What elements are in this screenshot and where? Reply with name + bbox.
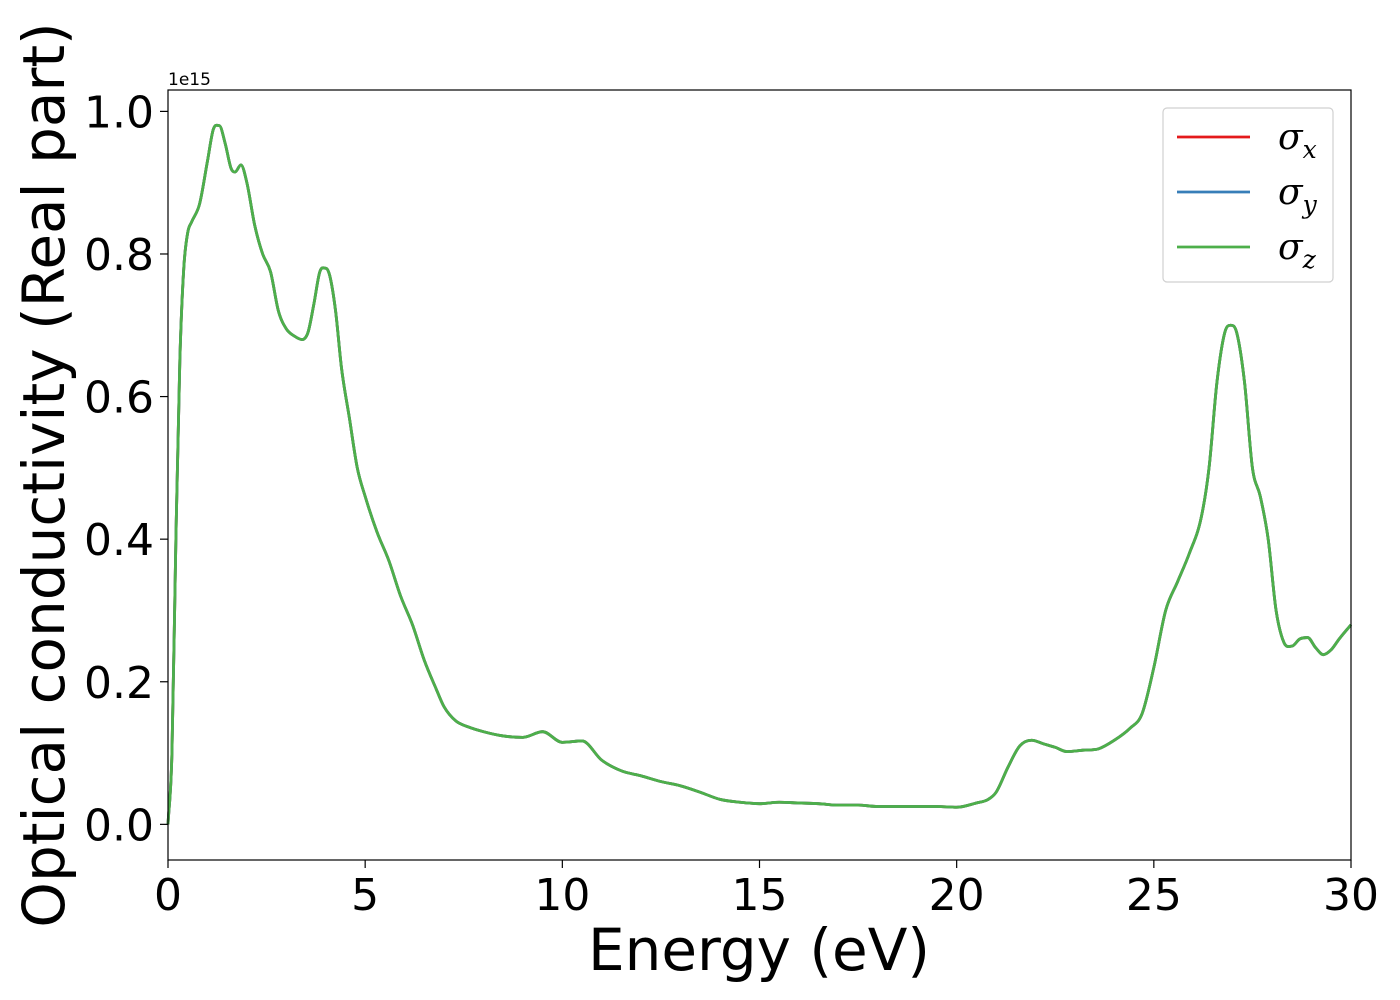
legend-box [1162,107,1334,283]
y-tick-label: 0.0 [84,800,154,851]
x-tick-label: 30 [1323,870,1379,921]
legend: σx σy σz [1162,107,1334,283]
x-tick-label: 20 [929,870,985,921]
x-axis-label: Energy (eV) [588,916,930,984]
x-tick-label: 15 [732,870,788,921]
series-layer [166,123,1353,825]
x-tick-label: 10 [534,870,590,921]
x-tick-label: 0 [154,870,182,921]
y-axis: 0.0 0.2 0.4 0.6 0.8 1.0 [84,87,168,851]
y-tick-label: 1.0 [84,87,154,138]
y-tick-label: 0.8 [84,230,154,281]
legend-label-x: σx [1278,117,1317,164]
x-tick-label: 25 [1126,870,1182,921]
y-offset-label: 1e15 [168,70,211,90]
x-axis: 0 5 10 15 20 25 30 [154,860,1379,921]
legend-label-z: σz [1278,227,1317,274]
y-axis-label: Optical conductivity (Real part) [10,22,78,927]
x-tick-label: 5 [351,870,379,921]
legend-label-y: σy [1278,172,1318,219]
y-tick-label: 0.6 [84,373,154,424]
y-tick-label: 0.2 [84,658,154,709]
series-line-z [166,123,1353,825]
y-tick-label: 0.4 [84,515,154,566]
